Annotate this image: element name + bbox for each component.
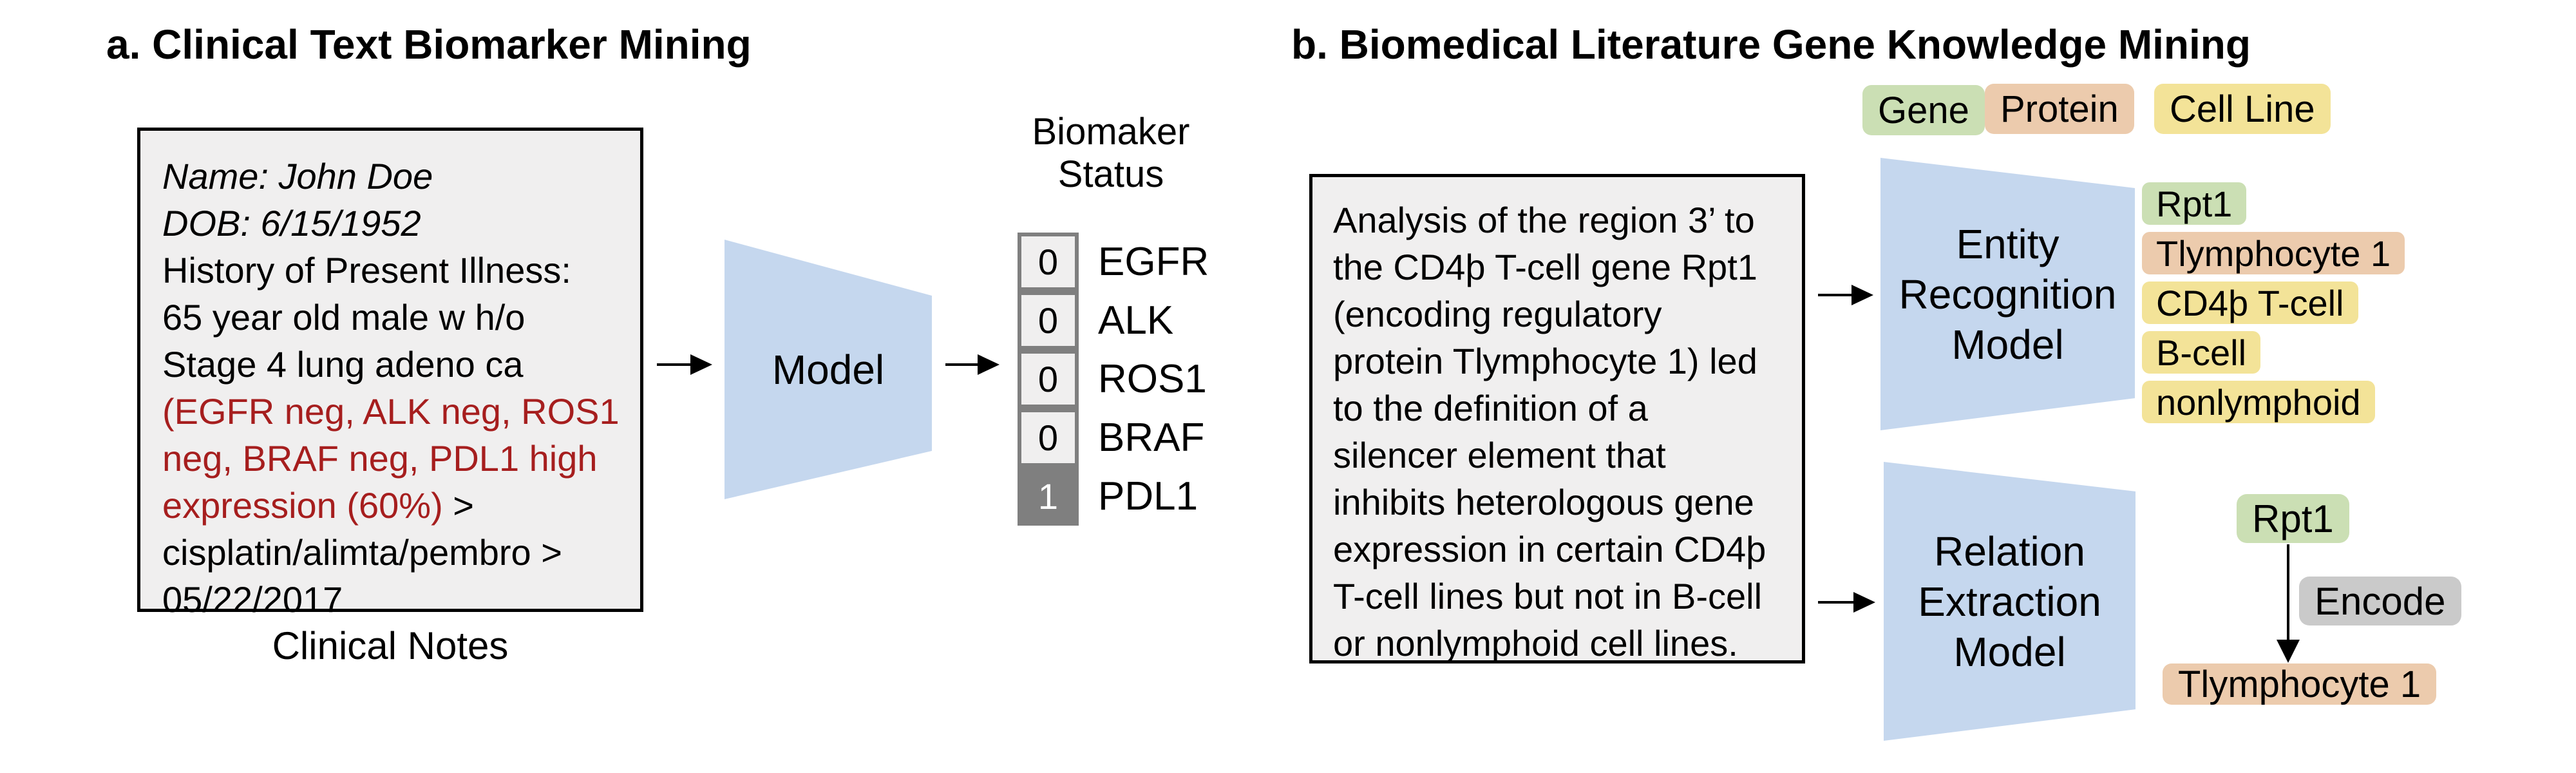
table-row: 0 ROS1 [1018,350,1209,408]
clinical-note-line: 65 year old male w h/o [162,297,526,338]
entity-chip-cell-line: B-cell [2142,331,2261,374]
model-trapezoid: Model [724,240,932,499]
clinical-note-line: Name: John Doe [162,156,433,196]
entity-recognition-model-trapezoid: Entity Recognition Model [1880,158,2135,430]
relation-extraction-model-trapezoid: Relation Extraction Model [1884,462,2136,741]
clinical-note-line-biomarkers: neg, BRAF neg, PDL1 high [162,438,598,479]
entity-recognition-model-label-line1: Entity [1956,220,2060,267]
biomarker-status-table: 0 EGFR 0 ALK 0 ROS1 0 BRAF 1 PDL1 [1018,233,1209,526]
biomarker-status-header-line1: Biomaker [1032,111,1190,153]
clinical-note-line: DOB: 6/15/1952 [162,203,421,243]
legend-chip-gene: Gene [1862,85,1985,135]
clinical-note-line: 05/22/2017 [162,579,343,620]
biomarker-name-label: PDL1 [1098,474,1198,519]
panel-a-title: a. Clinical Text Biomarker Mining [106,21,752,68]
biomarker-expression-text: expression (60%) [162,485,443,526]
biomarker-value-cell: 0 [1018,350,1079,408]
entity-chip-gene: Rpt1 [2142,182,2247,225]
entity-chip-cell-line: CD4þ T-cell [2142,282,2358,324]
table-row-highlighted: 1 PDL1 [1018,467,1209,526]
abstract-text-box: Analysis of the region 3’ to the CD4þ T-… [1309,174,1805,663]
entity-chip-cell-line: nonlymphoid [2142,381,2375,423]
abstract-line: expression in certain CD4þ [1333,529,1766,569]
table-row: 0 BRAF [1018,408,1209,467]
abstract-line: the CD4þ T-cell gene Rpt1 [1333,247,1757,287]
clinical-notes-caption: Clinical Notes [272,624,509,667]
relation-extraction-model-label-line2: Extraction [1918,578,2101,625]
biomarker-value-cell-positive: 1 [1018,467,1079,526]
relation-edge-chip: Encode [2299,577,2461,625]
separator-text: > [442,485,475,526]
legend-chip-protein: Protein [1985,84,2134,134]
entity-chip-protein: Tlymphocyte 1 [2142,232,2405,274]
abstract-line: silencer element that [1333,435,1666,475]
biomarker-name-label: EGFR [1098,240,1209,284]
table-row: 0 EGFR [1018,233,1209,291]
clinical-note-line-biomarkers: (EGFR neg, ALK neg, ROS1 [162,391,620,432]
abstract-line: inhibits heterologous gene [1333,482,1754,522]
relation-head-chip: Rpt1 [2237,494,2349,543]
clinical-note-line: History of Present Illness: [162,250,571,291]
biomarker-status-header-line2: Status [1057,153,1164,195]
clinical-note-line: cisplatin/alimta/pembro > [162,532,562,573]
relation-extraction-model-label-line3: Model [1953,628,2066,675]
abstract-line: or nonlymphoid cell lines. [1333,623,1738,663]
abstract-line: to the definition of a [1333,388,1648,428]
biomarker-value-cell: 0 [1018,233,1079,291]
clinical-notes-box: Name: John Doe DOB: 6/15/1952 History of… [137,128,643,620]
panel-b-title: b. Biomedical Literature Gene Knowledge … [1291,21,2251,68]
legend-chip-cell-line: Cell Line [2154,84,2331,134]
biomarker-name-label: ALK [1098,298,1174,343]
biomarker-value-cell: 0 [1018,291,1079,350]
abstract-line: protein Tlymphocyte 1) led [1333,341,1757,381]
biomarker-name-label: BRAF [1098,415,1205,460]
abstract-line: Analysis of the region 3’ to [1333,200,1755,240]
biomarker-value-cell: 0 [1018,408,1079,467]
table-row: 0 ALK [1018,291,1209,350]
relation-tail-chip: Tlymphocyte 1 [2163,663,2437,705]
entity-recognition-model-label-line2: Recognition [1899,271,2117,318]
relation-extraction-model-label-line1: Relation [1934,528,2085,575]
clinical-note-line: Stage 4 lung adeno ca [162,344,524,385]
entity-recognition-model-label-line3: Model [1951,321,2064,368]
abstract-line: T-cell lines but not in B-cell [1333,576,1763,616]
abstract-line: (encoding regulatory [1333,294,1662,334]
biomarker-name-label: ROS1 [1098,357,1207,401]
clinical-note-line-biomarkers: expression (60%) > [162,482,640,529]
model-label: Model [772,346,885,393]
biomarker-status-header: Biomaker Status [995,111,1227,196]
